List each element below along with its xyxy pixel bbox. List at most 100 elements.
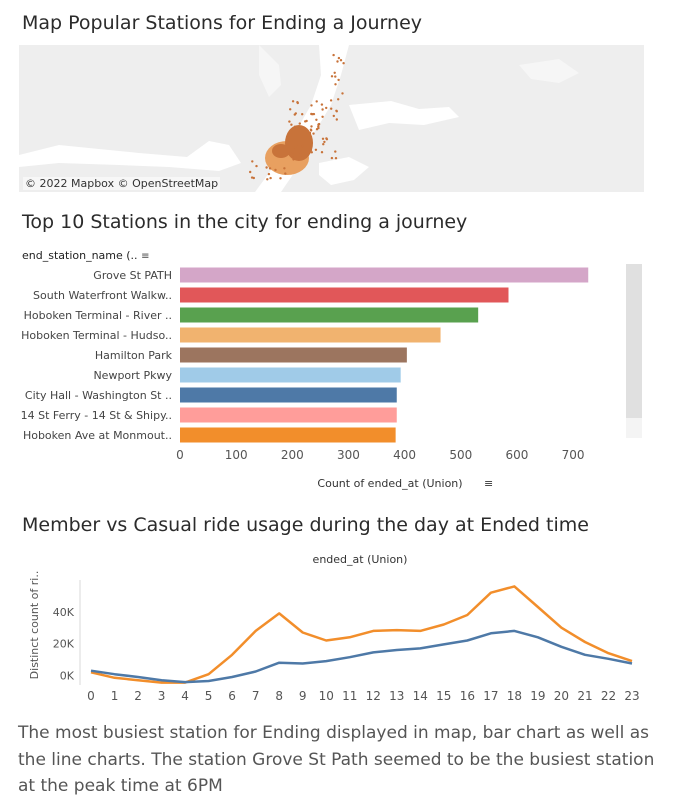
- station-dot[interactable]: [251, 160, 254, 163]
- station-dot[interactable]: [308, 131, 312, 135]
- station-dot[interactable]: [334, 150, 337, 153]
- bar[interactable]: [180, 327, 441, 343]
- station-dot[interactable]: [332, 114, 335, 118]
- station-dot[interactable]: [320, 151, 324, 154]
- station-dot[interactable]: [322, 143, 325, 146]
- station-dot[interactable]: [330, 107, 333, 110]
- station-dot[interactable]: [301, 144, 304, 148]
- station-dot[interactable]: [255, 164, 258, 168]
- station-dot[interactable]: [321, 137, 325, 140]
- station-dot[interactable]: [309, 149, 313, 152]
- station-dot[interactable]: [336, 60, 339, 63]
- station-dot[interactable]: [283, 167, 286, 170]
- station-dot[interactable]: [321, 115, 324, 119]
- bar[interactable]: [180, 347, 407, 363]
- station-dot[interactable]: [292, 158, 295, 161]
- station-dot[interactable]: [334, 75, 337, 78]
- station-dot[interactable]: [294, 146, 297, 149]
- station-dot[interactable]: [334, 83, 337, 86]
- scrollbar-track[interactable]: [626, 264, 642, 438]
- station-dot[interactable]: [332, 53, 335, 57]
- station-dot[interactable]: [294, 112, 297, 115]
- station-dot[interactable]: [291, 151, 295, 154]
- station-dot[interactable]: [342, 62, 345, 65]
- station-dot[interactable]: [333, 71, 336, 74]
- line-x-tick-label: 7: [252, 689, 260, 703]
- line-x-tick-label: 5: [205, 689, 213, 703]
- bar[interactable]: [180, 267, 589, 283]
- station-dot[interactable]: [289, 108, 292, 111]
- station-dot[interactable]: [298, 122, 301, 125]
- station-dot[interactable]: [317, 126, 320, 130]
- station-dot[interactable]: [335, 109, 338, 113]
- line-series-path[interactable]: [90, 585, 633, 684]
- bar-row-header[interactable]: end_station_name (.. ≡: [22, 249, 151, 262]
- station-map[interactable]: © 2022 Mapbox © OpenStreetMap: [19, 45, 644, 192]
- station-dot[interactable]: [290, 123, 293, 126]
- line-x-tick-label: 0: [87, 689, 95, 703]
- bar[interactable]: [180, 387, 397, 403]
- bar-x-tick-label: 700: [562, 448, 585, 462]
- station-dot[interactable]: [329, 99, 333, 102]
- station-dot[interactable]: [252, 176, 255, 180]
- bar[interactable]: [180, 427, 396, 443]
- station-dot[interactable]: [309, 128, 313, 131]
- station-dot[interactable]: [341, 92, 344, 95]
- station-dot[interactable]: [315, 118, 318, 122]
- station-dot[interactable]: [279, 177, 282, 180]
- bar-category-label: 14 St Ferry - 14 St & Shipy..: [21, 409, 172, 422]
- station-dot[interactable]: [323, 140, 326, 144]
- station-dot[interactable]: [299, 151, 303, 155]
- line-series-path[interactable]: [90, 629, 633, 684]
- station-dot[interactable]: [337, 98, 340, 101]
- station-dot[interactable]: [293, 125, 297, 128]
- station-dot[interactable]: [291, 154, 295, 157]
- bar[interactable]: [180, 407, 397, 423]
- station-dot[interactable]: [301, 113, 304, 116]
- station-dot[interactable]: [335, 118, 338, 121]
- station-dot[interactable]: [249, 170, 252, 174]
- station-dot[interactable]: [288, 120, 291, 123]
- station-dot[interactable]: [310, 125, 313, 128]
- station-dot[interactable]: [267, 172, 271, 176]
- bar-category-label: City Hall - Washington St ..: [25, 389, 172, 402]
- station-dot[interactable]: [291, 100, 295, 103]
- station-dot[interactable]: [339, 59, 343, 62]
- station-dot[interactable]: [315, 100, 318, 103]
- bar[interactable]: [180, 307, 479, 323]
- station-dot[interactable]: [314, 148, 318, 151]
- station-dot[interactable]: [337, 56, 341, 60]
- station-dot[interactable]: [299, 148, 302, 151]
- station-dot[interactable]: [310, 151, 313, 154]
- station-dot[interactable]: [284, 172, 287, 175]
- station-dot[interactable]: [334, 157, 338, 160]
- station-dot[interactable]: [301, 156, 304, 159]
- station-dot[interactable]: [296, 157, 299, 161]
- station-dot[interactable]: [268, 167, 272, 170]
- map-title: Map Popular Stations for Ending a Journe…: [22, 12, 423, 34]
- line-x-tick-label: 4: [181, 689, 189, 703]
- station-dot[interactable]: [320, 103, 324, 106]
- bar[interactable]: [180, 287, 509, 303]
- station-dot[interactable]: [266, 178, 269, 181]
- station-dot[interactable]: [330, 75, 334, 78]
- station-dot[interactable]: [330, 156, 334, 160]
- station-dot[interactable]: [269, 176, 272, 180]
- bar[interactable]: [180, 367, 401, 383]
- station-dot[interactable]: [337, 78, 340, 82]
- line-x-tick-label: 12: [366, 689, 381, 703]
- station-dot[interactable]: [310, 104, 313, 107]
- station-dot[interactable]: [321, 108, 324, 111]
- station-dot[interactable]: [312, 132, 315, 135]
- x-sort-icon[interactable]: ≡: [484, 477, 493, 490]
- station-dot[interactable]: [304, 120, 307, 123]
- station-dot[interactable]: [274, 168, 277, 172]
- station-dot[interactable]: [296, 101, 299, 104]
- sort-icon[interactable]: ≡: [141, 251, 149, 262]
- station-dot[interactable]: [325, 106, 328, 110]
- station-dot[interactable]: [311, 113, 314, 116]
- station-dot[interactable]: [265, 166, 268, 169]
- station-dot[interactable]: [325, 137, 328, 140]
- map-attribution[interactable]: © 2022 Mapbox © OpenStreetMap: [23, 177, 221, 190]
- station-dot[interactable]: [317, 122, 321, 126]
